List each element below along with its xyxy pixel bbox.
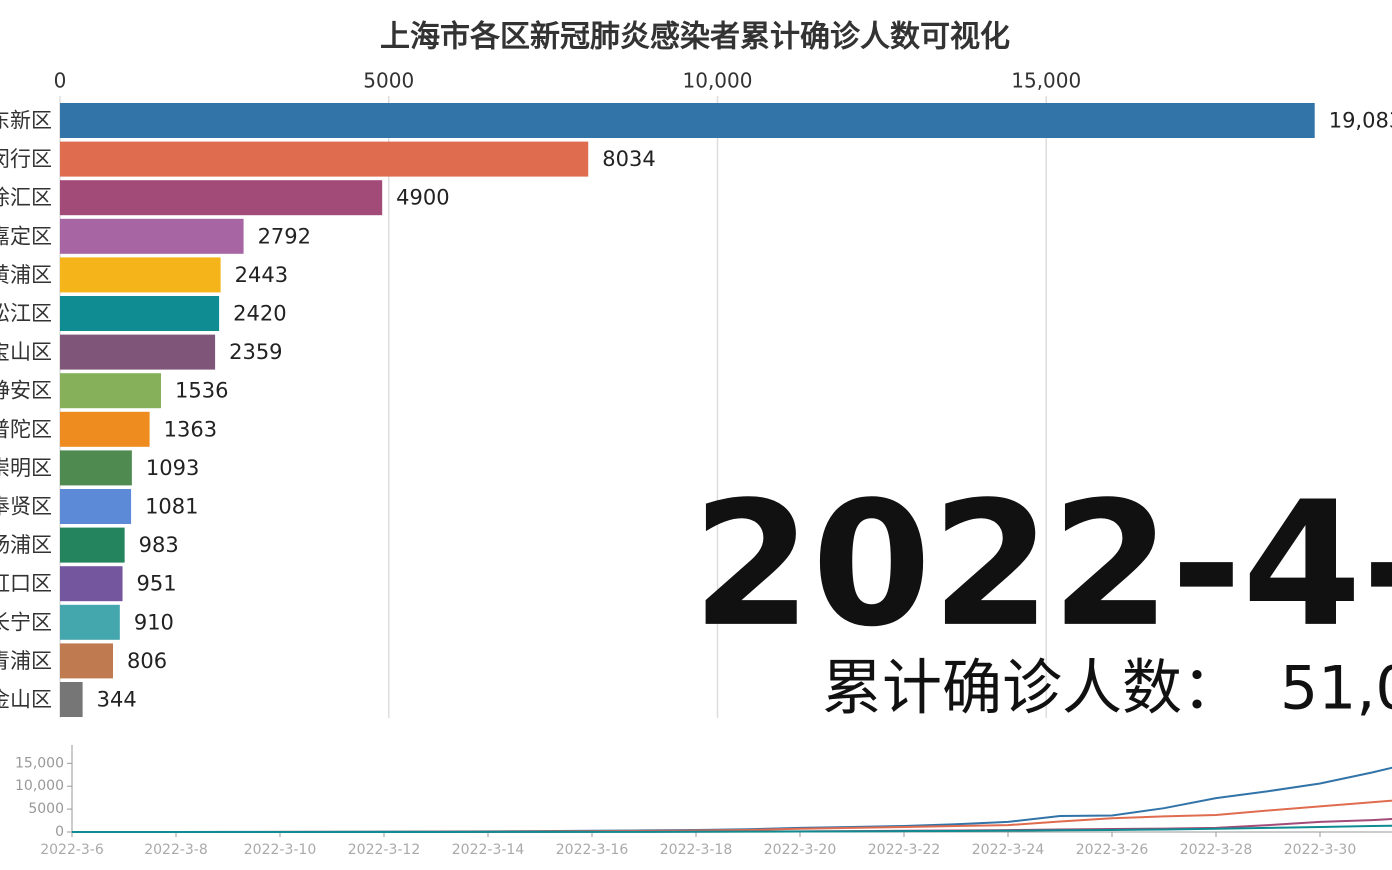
x-tick-label: 2022-3-20 — [764, 842, 836, 858]
x-tick-label: 2022-3-22 — [868, 842, 940, 858]
value-label: 1363 — [164, 417, 217, 441]
bar — [60, 643, 113, 679]
bar — [60, 527, 125, 563]
category-label: 金山区 — [0, 688, 52, 712]
value-label: 910 — [134, 610, 174, 634]
x-tick-label: 2022-3-6 — [40, 842, 104, 858]
value-label: 1093 — [146, 456, 199, 480]
x-tick-label: 2022-3-26 — [1076, 842, 1149, 858]
y-tick-label: 10,000 — [15, 778, 64, 794]
x-tick-label: 2022-3-18 — [660, 842, 732, 858]
x-tick-label: 2022-3-16 — [556, 842, 629, 858]
bar — [60, 334, 216, 370]
category-label: 徐汇区 — [0, 186, 52, 210]
y-tick-label: 5000 — [28, 801, 64, 817]
x-tick-label: 2022-3-8 — [144, 842, 208, 858]
x-tick-label: 2022-3-10 — [244, 842, 316, 858]
x-tick-label: 5000 — [363, 69, 414, 93]
value-label: 344 — [97, 688, 137, 712]
category-label: 嘉定区 — [0, 224, 52, 248]
x-tick-label: 2022-3-14 — [452, 842, 525, 858]
x-tick-label: 2022-3-24 — [972, 842, 1045, 858]
total-value: 51,098 — [1280, 654, 1392, 724]
x-tick-label: 15,000 — [1011, 69, 1081, 93]
line-series — [72, 824, 1392, 833]
value-label: 1536 — [175, 379, 228, 403]
value-label: 951 — [137, 572, 177, 596]
bar — [60, 373, 161, 409]
chart-title: 上海市各区新冠肺炎感染者累计确诊人数可视化 — [380, 20, 1010, 55]
value-label: 2792 — [258, 224, 311, 248]
x-tick-label: 2022-3-30 — [1284, 842, 1356, 858]
category-label: 奉贤区 — [0, 495, 52, 519]
bar — [60, 604, 120, 640]
category-label: 虹口区 — [0, 572, 52, 596]
bar — [60, 489, 132, 524]
value-label: 806 — [127, 649, 167, 673]
total-label: 累计确诊人数： — [822, 654, 1242, 724]
bar — [60, 411, 150, 447]
y-tick-label: 0 — [55, 824, 64, 840]
category-label: 青浦区 — [0, 649, 52, 673]
category-label: 闵行区 — [0, 147, 52, 171]
category-label: 宝山区 — [0, 340, 52, 364]
bar — [60, 450, 132, 486]
category-label: 长宁区 — [0, 610, 52, 634]
bar — [60, 218, 244, 254]
value-label: 19,083 — [1329, 109, 1392, 133]
bar — [60, 103, 1315, 138]
category-label: 松江区 — [0, 302, 52, 326]
category-label: 浦东新区 — [0, 109, 52, 133]
bar — [60, 141, 589, 177]
line-series — [71, 766, 1392, 833]
category-label: 黄浦区 — [0, 263, 52, 287]
bar — [60, 180, 383, 216]
date-label: 2022-4-2 — [692, 464, 1392, 665]
bar — [60, 682, 83, 717]
category-label: 杨浦区 — [0, 533, 52, 557]
value-label: 2359 — [229, 340, 282, 364]
x-tick-label: 0 — [54, 69, 67, 93]
value-label: 2443 — [235, 263, 288, 287]
bar — [60, 257, 221, 293]
bar — [60, 566, 123, 602]
bar — [60, 296, 220, 331]
category-label: 普陀区 — [0, 417, 52, 441]
value-label: 983 — [139, 533, 179, 557]
x-tick-label: 10,000 — [683, 69, 753, 93]
value-label: 1081 — [145, 495, 198, 519]
category-label: 静安区 — [0, 379, 52, 403]
x-tick-label: 2022-3-12 — [348, 842, 420, 858]
y-tick-label: 15,000 — [15, 755, 64, 771]
value-label: 2420 — [233, 302, 286, 326]
x-tick-label: 2022-3-28 — [1180, 842, 1252, 858]
category-label: 崇明区 — [0, 456, 52, 480]
value-label: 4900 — [396, 186, 449, 210]
value-label: 8034 — [602, 147, 655, 171]
